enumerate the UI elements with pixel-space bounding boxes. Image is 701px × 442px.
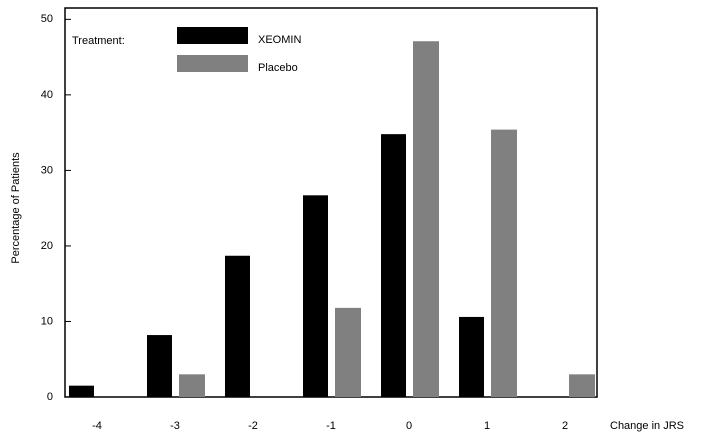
bar: [413, 41, 440, 397]
x-tick-label: -1: [326, 420, 336, 432]
x-tick-label: -2: [248, 420, 258, 432]
x-axis-label: Change in JRS: [610, 420, 684, 432]
bar: [146, 335, 172, 397]
y-tick-label: 50: [41, 13, 53, 25]
y-tick-label: 0: [47, 391, 53, 403]
bar: [459, 316, 485, 397]
y-tick-label: 30: [41, 164, 53, 176]
bar: [381, 134, 407, 397]
bar: [178, 374, 205, 397]
plot-frame: [64, 7, 598, 398]
bar: [224, 255, 250, 397]
legend-label: Placebo: [258, 62, 298, 74]
y-axis-label: Percentage of Patients: [10, 152, 22, 264]
bar: [303, 195, 328, 397]
x-tick-label: -3: [170, 420, 180, 432]
legend-label: XEOMIN: [258, 34, 301, 46]
legend-swatch: [177, 27, 248, 44]
bar: [335, 307, 361, 397]
x-tick-label: 0: [406, 420, 412, 432]
bar: [68, 385, 94, 397]
legend-title: Treatment:: [72, 35, 125, 47]
legend-swatch: [177, 55, 248, 72]
bar: [569, 374, 596, 397]
x-tick-label: 2: [562, 420, 568, 432]
y-tick-label: 20: [41, 240, 53, 252]
x-tick-label: -4: [92, 420, 102, 432]
y-tick-label: 40: [41, 89, 53, 101]
bar: [491, 129, 518, 397]
x-tick-label: 1: [484, 420, 490, 432]
y-tick-label: 10: [41, 315, 53, 327]
